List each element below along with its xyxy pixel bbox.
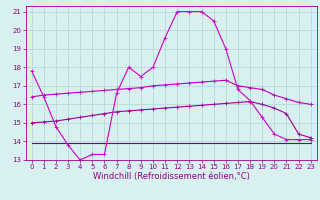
X-axis label: Windchill (Refroidissement éolien,°C): Windchill (Refroidissement éolien,°C) [93,172,250,181]
